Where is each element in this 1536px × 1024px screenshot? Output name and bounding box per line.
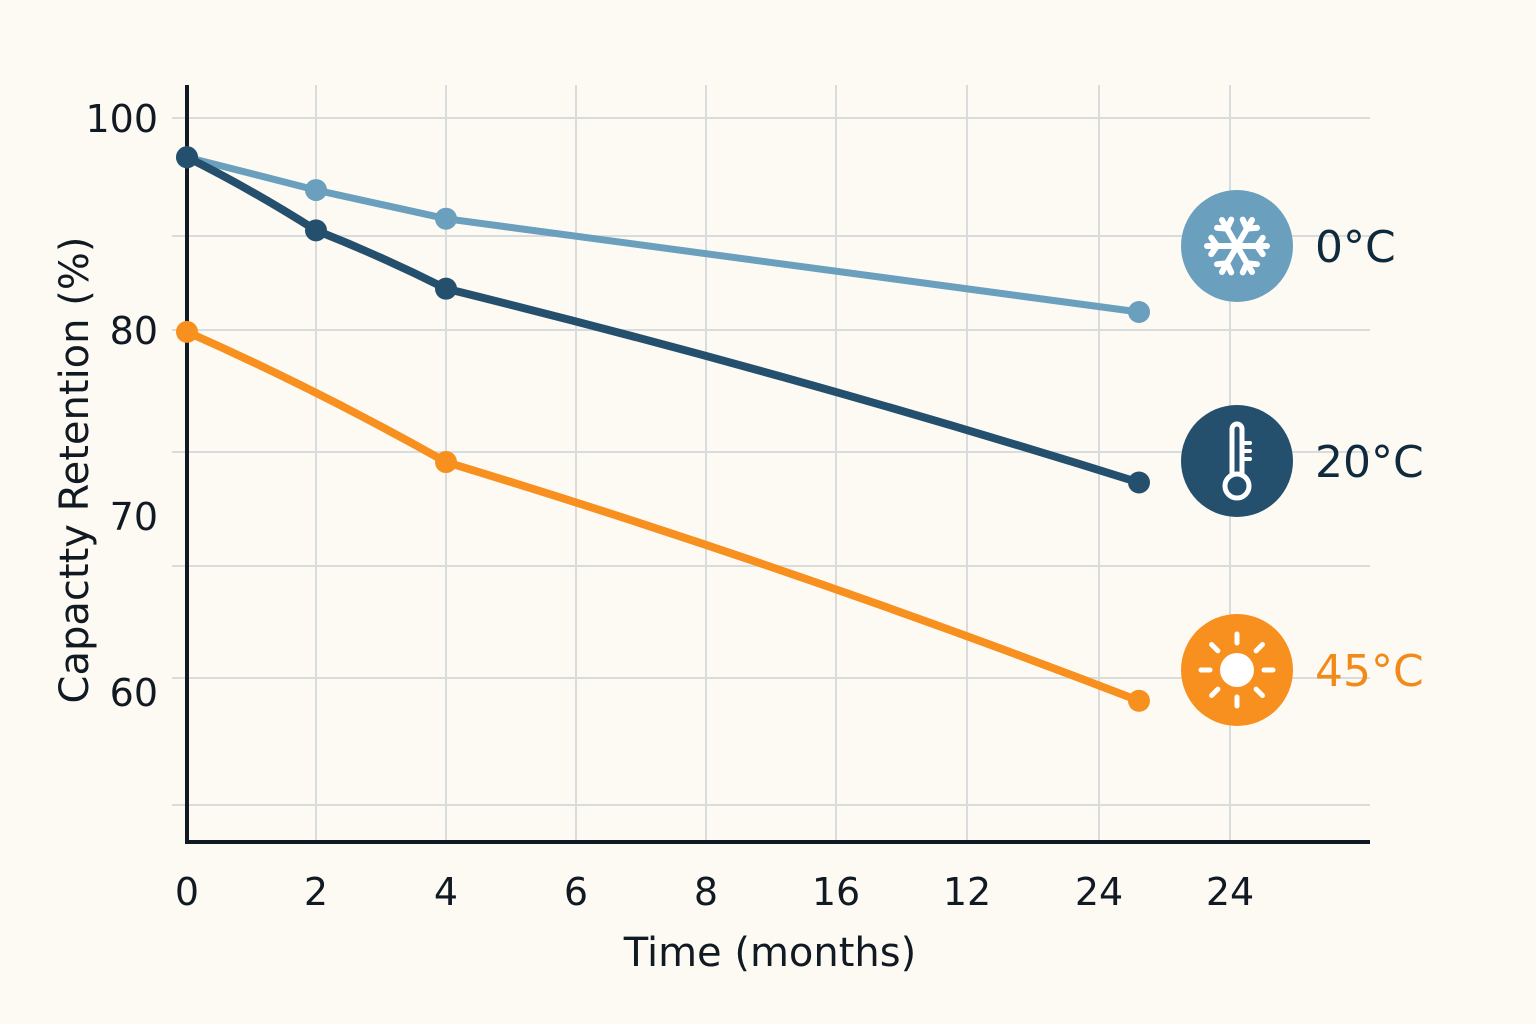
data-point — [435, 451, 457, 474]
series-1 — [176, 146, 1150, 494]
x-tick-label: 12 — [943, 870, 991, 914]
x-tick-label: 24 — [1206, 870, 1254, 914]
x-tick-label: 0 — [175, 870, 199, 914]
data-point — [435, 207, 457, 230]
data-point — [176, 320, 198, 343]
y-tick-label: 60 — [110, 671, 158, 715]
data-point — [305, 219, 327, 242]
x-tick-label: 24 — [1075, 870, 1123, 914]
series-line — [183, 327, 1143, 705]
data-point — [305, 179, 327, 202]
data-point — [435, 277, 457, 300]
data-point — [1128, 689, 1150, 712]
snowflake-icon — [1204, 216, 1270, 276]
y-tick-label: 80 — [110, 309, 158, 353]
legend-item: 20°C — [1181, 405, 1424, 517]
sun-icon — [1198, 631, 1276, 709]
y-tick-label: 70 — [110, 495, 158, 539]
x-tick-label: 2 — [304, 870, 328, 914]
data-point — [1128, 471, 1150, 494]
legend-icon-background — [1181, 405, 1293, 517]
x-tick-label: 6 — [564, 870, 588, 914]
legend-label: 0°C — [1315, 222, 1396, 273]
legend-item: 45°C — [1181, 614, 1424, 726]
data-point — [1128, 300, 1150, 323]
x-tick-label: 8 — [694, 870, 718, 914]
series-2 — [176, 320, 1150, 712]
x-axis-label: Time (months) — [623, 930, 916, 976]
legend-label: 20°C — [1315, 437, 1424, 488]
x-tick-label: 4 — [434, 870, 458, 914]
y-tick-label: 100 — [85, 97, 158, 141]
x-tick-label: 16 — [812, 870, 860, 914]
data-point — [176, 146, 198, 169]
y-axis-label: Capactty Retention (%) — [52, 237, 98, 704]
legend-label: 45°C — [1315, 646, 1424, 697]
thermometer-icon — [1222, 421, 1252, 501]
series-line — [183, 153, 1143, 487]
legend-item: 0°C — [1181, 190, 1396, 302]
